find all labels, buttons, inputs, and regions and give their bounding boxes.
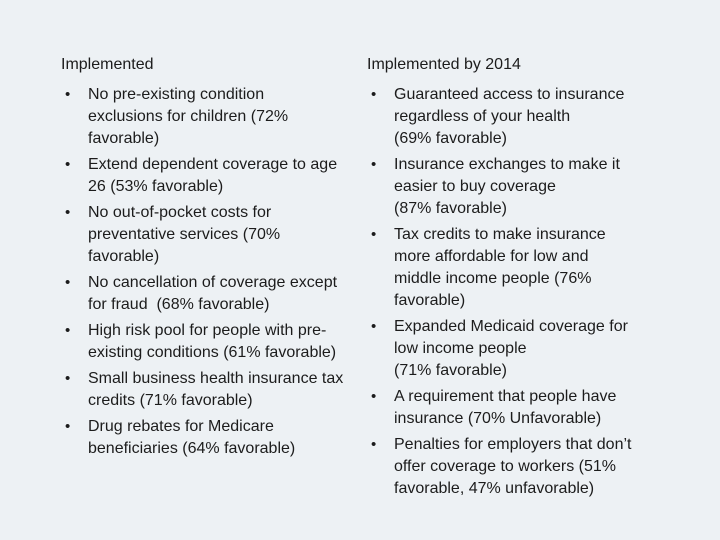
bullet-icon: • bbox=[65, 86, 71, 103]
bullet-icon: • bbox=[65, 274, 71, 291]
bullet-icon: • bbox=[371, 436, 377, 453]
bullet-item: • Penalties for employers that don’t off… bbox=[367, 434, 717, 500]
bullet-text: Expanded Medicaid coverage for low incom… bbox=[394, 318, 628, 379]
implemented-column: Implemented • No pre-existing condition … bbox=[61, 54, 363, 464]
bullet-item: • Insurance exchanges to make it easier … bbox=[367, 154, 717, 220]
bullet-text: No out-of-pocket costs for preventative … bbox=[88, 204, 281, 265]
bullet-text: Guaranteed access to insurance regardles… bbox=[394, 86, 625, 147]
bullet-icon: • bbox=[65, 156, 71, 173]
bullet-text: Penalties for employers that don’t offer… bbox=[394, 436, 632, 497]
bullet-item: • Small business health insurance tax cr… bbox=[61, 368, 363, 412]
bullet-item: • Extend dependent coverage to age 26 (5… bbox=[61, 154, 363, 198]
bullet-item: • Guaranteed access to insurance regardl… bbox=[367, 84, 717, 150]
bullet-item: • No pre-existing condition exclusions f… bbox=[61, 84, 363, 150]
implemented-by-2014-column: Implemented by 2014 • Guaranteed access … bbox=[367, 54, 717, 504]
bullet-text: High risk pool for people with pre- exis… bbox=[88, 322, 337, 361]
bullet-text: Tax credits to make insurance more affor… bbox=[394, 226, 606, 309]
bullet-item: • High risk pool for people with pre- ex… bbox=[61, 320, 363, 364]
bullet-icon: • bbox=[371, 318, 377, 335]
implemented-column-title: Implemented bbox=[61, 56, 154, 73]
bullet-item: • No out-of-pocket costs for preventativ… bbox=[61, 202, 363, 268]
bullet-text: A requirement that people have insurance… bbox=[394, 388, 617, 427]
bullet-text: Drug rebates for Medicare beneficiaries … bbox=[88, 418, 296, 457]
bullet-text: No pre-existing condition exclusions for… bbox=[88, 86, 289, 147]
implemented-by-2014-column-title: Implemented by 2014 bbox=[367, 56, 521, 73]
bullet-item: • A requirement that people have insuran… bbox=[367, 386, 717, 430]
bullet-icon: • bbox=[371, 156, 377, 173]
bullet-icon: • bbox=[371, 86, 377, 103]
bullet-icon: • bbox=[65, 370, 71, 387]
bullet-icon: • bbox=[65, 322, 71, 339]
bullet-text: No cancellation of coverage except for f… bbox=[88, 274, 338, 313]
bullet-icon: • bbox=[371, 226, 377, 243]
bullet-item: • No cancellation of coverage except for… bbox=[61, 272, 363, 316]
bullet-item: • Expanded Medicaid coverage for low inc… bbox=[367, 316, 717, 382]
bullet-text: Small business health insurance tax cred… bbox=[88, 370, 344, 409]
bullet-icon: • bbox=[65, 418, 71, 435]
bullet-icon: • bbox=[371, 388, 377, 405]
bullet-text: Insurance exchanges to make it easier to… bbox=[394, 156, 620, 217]
bullet-item: • Drug rebates for Medicare beneficiarie… bbox=[61, 416, 363, 460]
bullet-item: • Tax credits to make insurance more aff… bbox=[367, 224, 717, 312]
bullet-text: Extend dependent coverage to age 26 (53%… bbox=[88, 156, 338, 195]
bullet-icon: • bbox=[65, 204, 71, 221]
